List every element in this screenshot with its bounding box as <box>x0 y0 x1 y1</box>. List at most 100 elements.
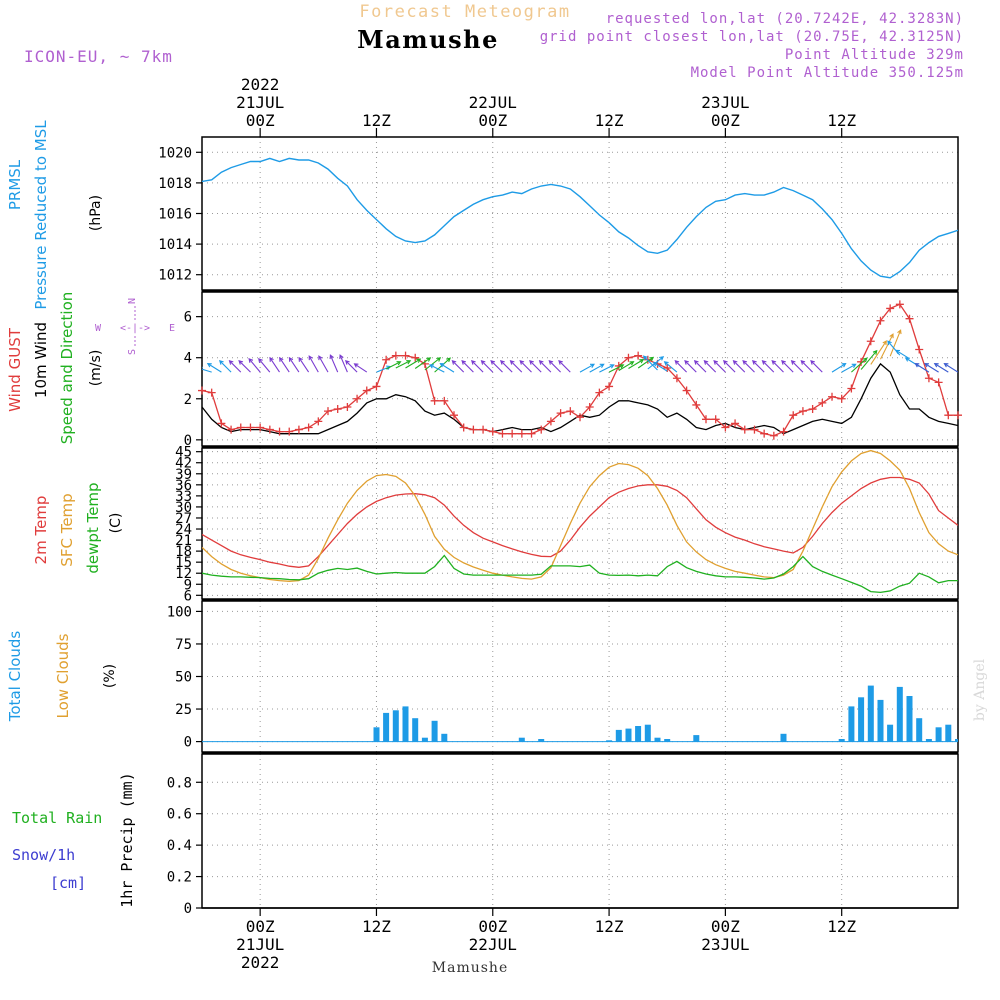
gust-marker <box>479 425 488 434</box>
bottom-time-label: 00Z <box>246 917 275 936</box>
top-time-label: 00Z <box>478 111 507 130</box>
cloud-bar <box>373 727 380 742</box>
gust-marker <box>304 423 313 432</box>
wind-arrow <box>751 359 765 373</box>
wind-arrow <box>914 363 930 373</box>
wind-arrow <box>258 358 271 373</box>
wind-arrow <box>841 363 857 373</box>
ytick-label: 2 <box>184 392 192 408</box>
panel-frame <box>201 753 959 909</box>
top-time-label: 21JUL <box>236 93 284 112</box>
wind-arrow <box>414 357 432 369</box>
gust-marker <box>246 423 255 432</box>
gust-marker <box>847 384 856 393</box>
bottom-time-label: 00Z <box>478 917 507 936</box>
ytick-label: 0 <box>184 735 192 751</box>
panel-frame <box>201 136 959 291</box>
gust-marker <box>391 351 400 360</box>
wind-arrow <box>344 359 358 373</box>
panel-label-temp: dewpt Temp <box>84 482 102 573</box>
gust-marker <box>198 386 206 395</box>
cloud-bar <box>955 739 958 742</box>
gust-marker <box>333 405 342 414</box>
gridpoint-coords: grid point closest lon,lat (20.75E, 42.3… <box>540 29 964 45</box>
series-prmsl <box>202 157 958 279</box>
ytick-label: 36 <box>175 478 192 494</box>
gust-marker <box>866 337 875 346</box>
wind-arrow <box>870 340 887 365</box>
cloud-bar <box>431 720 438 742</box>
wind-arrow <box>674 359 687 373</box>
panel-label-precip: Total Rain <box>12 809 102 827</box>
cloud-bar <box>402 706 409 742</box>
gust-marker <box>711 415 720 424</box>
cloud-bar <box>693 735 700 742</box>
cloud-bar <box>654 737 661 742</box>
ytick-label: 12 <box>175 566 192 582</box>
top-time-label: 22JUL <box>469 93 517 112</box>
wind-arrow <box>742 359 755 373</box>
wind-arrow <box>451 359 465 373</box>
wind-arrow <box>652 362 668 372</box>
cloud-bar <box>625 728 632 742</box>
wind-arrow <box>781 360 794 373</box>
cloud-bar <box>896 686 903 742</box>
bottom-time-label: 00Z <box>711 917 740 936</box>
wind-arrow <box>206 363 222 373</box>
ytick-label: 21 <box>175 533 192 549</box>
panel-label-clouds: Total Clouds <box>6 631 24 723</box>
gust-marker <box>595 388 604 397</box>
wind-arrow <box>933 363 949 373</box>
wind-arrow <box>499 359 513 373</box>
station-title: Mamushe <box>357 25 499 54</box>
wind-arrow <box>461 359 474 373</box>
ytick-label: 9 <box>184 577 192 593</box>
gust-marker <box>779 427 788 436</box>
gust-marker <box>450 411 458 420</box>
wind-arrow <box>329 354 339 373</box>
top-time-label: 00Z <box>711 111 740 130</box>
ytick-label: 1014 <box>158 237 192 253</box>
panel-label-pressure: PRMSL <box>6 159 24 210</box>
wind-arrow <box>218 359 232 373</box>
bottom-time-label: 12Z <box>595 917 624 936</box>
cloud-bar <box>858 697 865 742</box>
model-altitude: Model Point Altitude 350.125m <box>691 65 964 81</box>
ytick-label: 0.6 <box>167 807 192 823</box>
gust-marker <box>721 423 730 432</box>
gust-marker <box>876 316 885 325</box>
ytick-label: 6 <box>184 588 192 604</box>
gust-marker <box>275 427 284 436</box>
wind-arrow <box>509 359 523 373</box>
panel-pressure: 1012 1014 1016 1018 1020 <box>158 136 959 291</box>
bottom-station: Mamushe <box>432 960 508 976</box>
cloud-bar <box>644 724 651 742</box>
wind-arrow <box>722 359 736 373</box>
ytick-label: 4 <box>184 351 192 367</box>
ytick-label: 0.4 <box>167 838 192 854</box>
gust-marker <box>294 425 303 434</box>
panel-label-clouds: Low Clouds <box>54 633 72 718</box>
panel-label-precip: Snow/1h <box>12 846 75 864</box>
gust-marker <box>924 374 933 383</box>
gust-marker <box>857 357 866 366</box>
compass-arrow: <-|-> <box>120 323 150 334</box>
cloud-bar <box>935 727 942 742</box>
compass-s: S <box>127 349 138 355</box>
panel-label-pressure: (hPa) <box>88 195 104 231</box>
gust-marker <box>517 429 526 438</box>
gust-marker <box>430 396 439 405</box>
wind-arrow <box>339 354 348 373</box>
gust-marker <box>440 396 449 405</box>
gust-marker <box>934 378 943 387</box>
panel-label-temp: 2m Temp <box>32 496 50 565</box>
cloud-bar <box>848 706 855 742</box>
wind-arrow <box>288 356 300 373</box>
gust-marker <box>692 400 701 409</box>
cloud-bar <box>606 740 613 742</box>
gust-marker <box>459 423 468 432</box>
gust-marker <box>285 427 294 436</box>
wind-arrow <box>248 358 261 373</box>
